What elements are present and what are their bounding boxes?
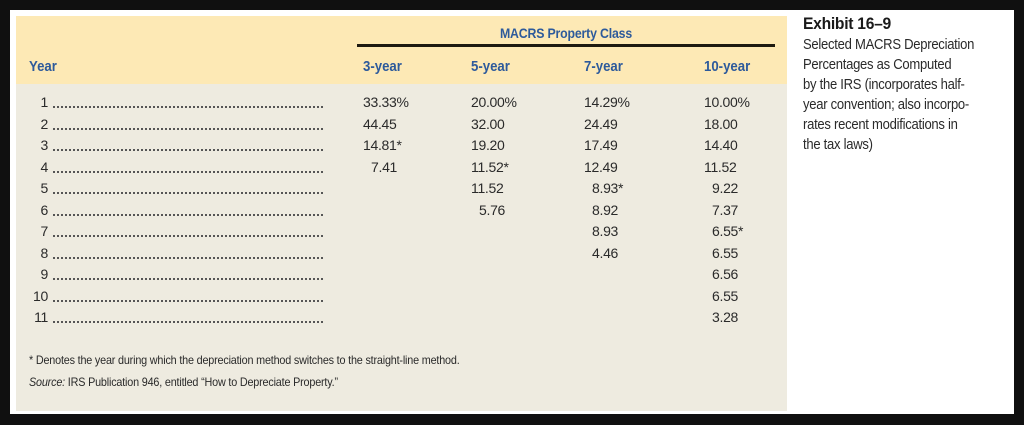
caption-line: the tax laws): [803, 137, 873, 153]
dot-leader: [53, 299, 323, 302]
value-cell-7-year: 8.93*: [592, 180, 624, 196]
year-cell: 5: [40, 180, 49, 196]
year-cell: 6: [40, 201, 49, 218]
column-header-10-year: 10-year: [704, 58, 751, 75]
macrs-table: MACRS Property Class Year 3-year 5-year …: [16, 16, 787, 411]
value-cell-10-year: 3.28: [712, 309, 739, 325]
year-cell: 7: [40, 223, 49, 239]
source-text: IRS Publication 946, entitled “How to De…: [64, 375, 338, 389]
column-header-7-year: 7-year: [584, 58, 623, 75]
value-cell-3-year: 14.81*: [363, 137, 402, 153]
dot-leader: [53, 192, 323, 194]
value-cell-7-year: 8.93: [592, 223, 619, 239]
exhibit-description: Selected MACRS Depreciation Percentages …: [803, 35, 1015, 155]
table-row: 7 8.93 6.55*: [16, 223, 787, 244]
value-cell-7-year: 4.46: [592, 244, 619, 261]
value-cell-5-year: 32.00: [471, 115, 505, 132]
source-footnote: Source: IRS Publication 946, entitled “H…: [29, 375, 338, 389]
value-cell-7-year: 12.49: [584, 158, 618, 175]
value-cell-10-year: 10.00%: [704, 94, 750, 110]
value-cell-10-year: 9.22: [712, 180, 739, 196]
table-row: 5 11.52 8.93* 9.22: [16, 180, 787, 201]
value-cell-3-year: 44.45: [363, 115, 397, 132]
value-cell-5-year: 19.20: [471, 137, 505, 153]
value-cell-5-year: 20.00%: [471, 94, 517, 110]
caption-line: by the IRS (incorporates half-: [803, 77, 965, 93]
value-cell-10-year: 14.40: [704, 137, 738, 153]
value-cell-3-year: 7.41: [371, 158, 398, 175]
year-cell: 1: [40, 94, 49, 110]
value-cell-10-year: 7.37: [712, 201, 739, 218]
table-row: 10 6.55: [16, 288, 787, 309]
caption-line: rates recent modifications in: [803, 117, 958, 133]
table-row: 4 7.41 11.52* 12.49 11.52: [16, 159, 787, 180]
dot-leader: [53, 321, 323, 323]
dot-leader: [53, 235, 323, 237]
exhibit-title: Exhibit 16–9: [803, 14, 891, 33]
table-row: 8 4.46 6.55: [16, 245, 787, 266]
dot-leader: [53, 170, 323, 173]
value-cell-10-year: 6.56: [712, 266, 739, 282]
table-row: 1 33.33% 20.00% 14.29% 10.00%: [16, 94, 787, 115]
value-cell-10-year: 6.55: [712, 287, 739, 304]
value-cell-10-year: 11.52: [704, 158, 737, 175]
dot-leader: [53, 127, 323, 130]
caption-line: Selected MACRS Depreciation: [803, 37, 975, 53]
asterisk-footnote: * Denotes the year during which the depr…: [29, 353, 460, 367]
year-column-header: Year: [29, 58, 57, 75]
value-cell-7-year: 17.49: [584, 137, 618, 153]
caption-line: year convention; also incorpo-: [803, 97, 970, 113]
value-cell-10-year: 6.55*: [712, 223, 744, 239]
value-cell-5-year: 5.76: [479, 201, 506, 218]
value-cell-5-year: 11.52: [471, 180, 504, 196]
table-header: MACRS Property Class Year 3-year 5-year …: [16, 16, 787, 84]
page: MACRS Property Class Year 3-year 5-year …: [10, 10, 1014, 414]
table-row: 3 14.81* 19.20 17.49 14.40: [16, 137, 787, 158]
dot-leader: [53, 278, 323, 280]
year-cell: 9: [40, 266, 49, 282]
value-cell-7-year: 14.29%: [584, 94, 630, 110]
dot-leader: [53, 213, 323, 216]
dot-leader: [53, 106, 323, 108]
caption-line: Percentages as Computed: [803, 57, 952, 73]
source-label: Source:: [29, 375, 65, 389]
table-row: 2 44.45 32.00 24.49 18.00: [16, 116, 787, 137]
dot-leader: [53, 149, 323, 151]
group-rule: [357, 44, 775, 47]
year-cell: 8: [40, 244, 49, 261]
year-cell: 2: [40, 115, 49, 132]
value-cell-10-year: 18.00: [704, 115, 738, 132]
exhibit-caption: Exhibit 16–9 Selected MACRS Depreciation…: [803, 14, 1013, 155]
group-header: MACRS Property Class: [499, 25, 633, 41]
value-cell-5-year: 11.52*: [471, 158, 509, 175]
table-row: 6 5.76 8.92 7.37: [16, 202, 787, 223]
column-header-5-year: 5-year: [471, 58, 510, 75]
value-cell-7-year: 8.92: [592, 201, 619, 218]
year-cell: 4: [40, 158, 49, 175]
value-cell-10-year: 6.55: [712, 244, 739, 261]
table-row: 9 6.56: [16, 266, 787, 287]
table-row: 11 3.28: [16, 309, 787, 330]
column-header-3-year: 3-year: [363, 58, 402, 75]
year-cell: 3: [40, 137, 49, 153]
year-cell: 11: [34, 309, 48, 325]
value-cell-3-year: 33.33%: [363, 94, 409, 110]
value-cell-7-year: 24.49: [584, 115, 618, 132]
dot-leader: [53, 256, 323, 259]
year-cell: 10: [33, 287, 48, 304]
